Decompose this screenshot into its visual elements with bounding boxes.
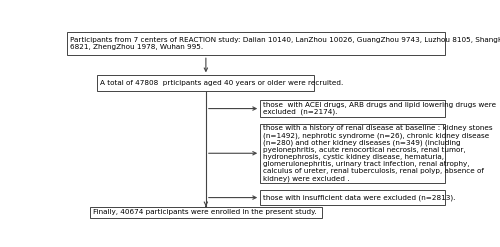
Text: those with insufficient data were excluded (n=2813).: those with insufficient data were exclud…	[263, 194, 456, 201]
FancyBboxPatch shape	[67, 33, 445, 55]
FancyBboxPatch shape	[260, 100, 446, 117]
Text: A total of 47808  prticipants aged 40 years or older were recruited.: A total of 47808 prticipants aged 40 yea…	[100, 80, 344, 86]
FancyBboxPatch shape	[98, 75, 314, 90]
Text: those  with ACEI drugs, ARB drugs and lipid lowering drugs were
excluded  (n=217: those with ACEI drugs, ARB drugs and lip…	[263, 102, 496, 115]
FancyBboxPatch shape	[260, 190, 446, 205]
Text: Participants from 7 centers of REACTION study: Dalian 10140, LanZhou 10026, Guan: Participants from 7 centers of REACTION …	[70, 37, 500, 50]
Text: those with a history of renal disease at baseline : kidney stones
(n=1492), neph: those with a history of renal disease at…	[263, 125, 493, 182]
FancyBboxPatch shape	[90, 206, 322, 218]
FancyBboxPatch shape	[260, 124, 446, 183]
Text: Finally, 40674 participants were enrolled in the present study.: Finally, 40674 participants were enrolle…	[92, 209, 316, 215]
